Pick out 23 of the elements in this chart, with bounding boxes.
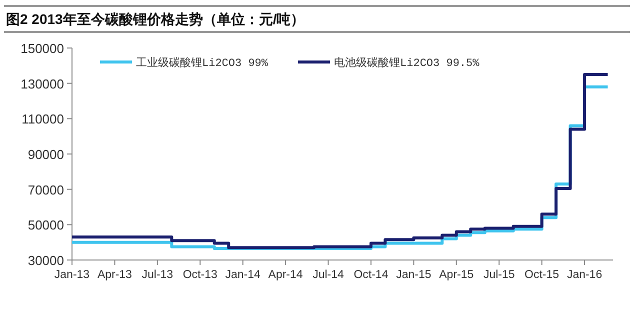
x-tick-label: Jan-16 xyxy=(566,269,602,281)
x-tick-label: Oct-14 xyxy=(354,269,389,281)
x-tick-label: Jan-15 xyxy=(396,269,432,281)
legend-label: 电池级碳酸锂Li2CO3 99.5% xyxy=(334,56,480,70)
x-tick-label: Jul-15 xyxy=(483,269,515,281)
y-tick-label: 50000 xyxy=(28,218,64,233)
x-tick-label: Jul-14 xyxy=(312,269,345,281)
y-tick-label: 90000 xyxy=(28,147,64,162)
chart-title: 图2 2013年至今碳酸锂价格走势（单位：元/吨） xyxy=(6,11,305,27)
x-tick-label: Jul-13 xyxy=(142,269,174,281)
x-tick-label: Jan-14 xyxy=(225,269,262,281)
x-tick-label: Apr-13 xyxy=(97,269,132,281)
x-tick-label: Jan-13 xyxy=(54,269,90,281)
x-tick-label: Oct-15 xyxy=(524,269,560,281)
y-tick-label: 110000 xyxy=(22,112,64,127)
y-tick-label: 130000 xyxy=(20,76,64,92)
legend-label: 工业级碳酸锂Li2CO3 99% xyxy=(136,56,268,70)
x-tick-label: Apr-14 xyxy=(268,269,304,281)
x-tick-label: Oct-13 xyxy=(182,269,218,281)
x-tick-label: Apr-15 xyxy=(439,269,474,281)
y-tick-label: 30000 xyxy=(28,253,64,268)
y-tick-label: 150000 xyxy=(20,41,64,56)
y-tick-label: 70000 xyxy=(28,182,64,198)
